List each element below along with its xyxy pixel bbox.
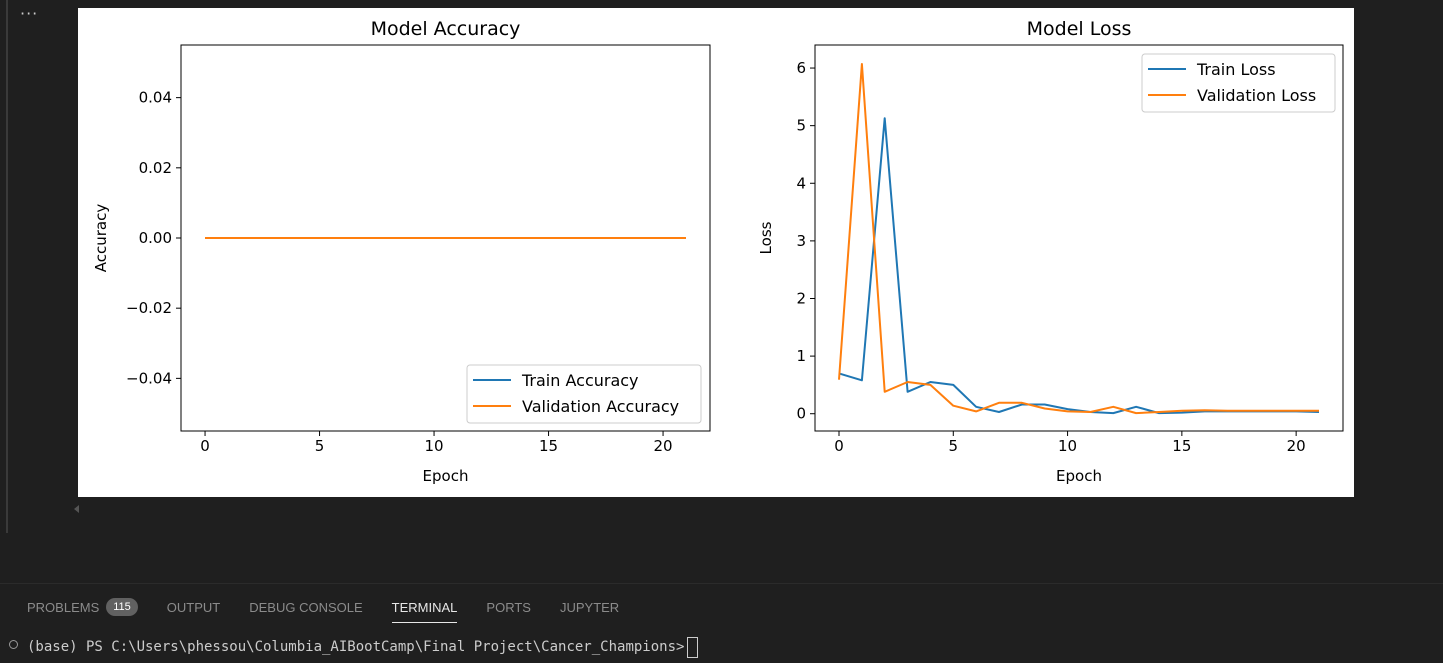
tab-problems[interactable]: PROBLEMS 115 [27,593,138,621]
legend-label: Validation Loss [1197,86,1316,105]
terminal-cursor [687,636,699,658]
plot-frame [814,44,1344,432]
y-tick-label: 2 [796,289,806,307]
tab-terminal[interactable]: TERMINAL [391,593,458,623]
chart-title: Model Accuracy [371,18,521,40]
tab-label: TERMINAL [391,599,458,615]
y-tick-label: −0.04 [126,369,172,387]
y-tick-label: 0.04 [139,89,172,107]
terminal-prompt: (base) PS C:\Users\phessou\Columbia_AIBo… [27,639,685,655]
y-tick-label: 0.02 [139,159,172,177]
y-tick-label: 5 [796,117,806,135]
chart-1: Model Loss 0 5 10 15 20 0 1 2 3 4 5 6 Epoch Loss Train … [757,18,1344,485]
y-tick-label: 1 [796,347,806,365]
x-tick-label: 10 [1058,437,1077,455]
series-line-1 [838,63,1319,415]
y-tick-label: 6 [796,59,806,77]
legend-label: Validation Accuracy [522,397,679,416]
circle-outline-icon [9,639,18,649]
legend-box [1141,53,1336,113]
x-tick-label: 20 [1287,437,1306,455]
ellipsis-icon[interactable]: ··· [20,4,39,23]
tab-label: JUPYTER [559,599,620,615]
panel-tabs: PROBLEMS 115 OUTPUT DEBUG CONSOLE TERMIN… [27,592,648,623]
tab-ports[interactable]: PORTS [486,593,531,621]
x-tick-label: 15 [539,437,558,455]
plot-frame [180,44,711,432]
y-tick-label: −0.02 [126,299,172,317]
legend: Train Accuracy Validation Accuracy [466,364,702,424]
y-axis-label: Loss [757,221,775,254]
tab-label: PORTS [486,599,531,615]
cell-output-figure: Model Accuracy 0 5 10 15 20 −0.04 −0.02 0.00 0.02… [78,8,1354,497]
scroll-left-icon[interactable] [74,505,79,513]
x-tick-label: 0 [200,437,210,455]
x-tick-label: 5 [949,437,959,455]
x-tick-label: 5 [315,437,325,455]
tab-label: PROBLEMS [27,599,100,615]
x-tick-label: 20 [654,437,673,455]
legend-label: Train Loss [1196,60,1276,79]
x-axis-label: Epoch [1056,467,1102,485]
panel-divider [0,583,1443,584]
x-tick-label: 10 [425,437,444,455]
chart-0: Model Accuracy 0 5 10 15 20 −0.04 −0.02 0.00 0.02… [92,18,711,485]
legend-box [466,364,702,424]
y-axis-label: Accuracy [92,204,110,273]
series-line-0 [838,117,1320,415]
y-tick-label: 0.00 [139,229,172,247]
y-tick-label: 3 [796,232,806,250]
x-tick-label: 15 [1172,437,1191,455]
tab-label: OUTPUT [166,599,221,615]
tab-output[interactable]: OUTPUT [167,593,220,621]
y-tick-label: 0 [796,405,806,423]
tab-label: DEBUG CONSOLE [249,599,363,615]
tab-debug-console[interactable]: DEBUG CONSOLE [249,593,362,621]
x-tick-label: 0 [834,437,844,455]
legend-label: Train Accuracy [521,371,639,390]
problems-count-badge: 115 [106,598,138,616]
legend: Train Loss Validation Loss [1141,53,1336,113]
x-axis-label: Epoch [423,467,469,485]
terminal-line[interactable]: (base) PS C:\Users\phessou\Columbia_AIBo… [9,636,699,658]
cell-gutter [6,0,8,533]
y-tick-label: 4 [796,174,806,192]
chart-title: Model Loss [1027,18,1132,40]
tab-jupyter[interactable]: JUPYTER [560,593,619,621]
